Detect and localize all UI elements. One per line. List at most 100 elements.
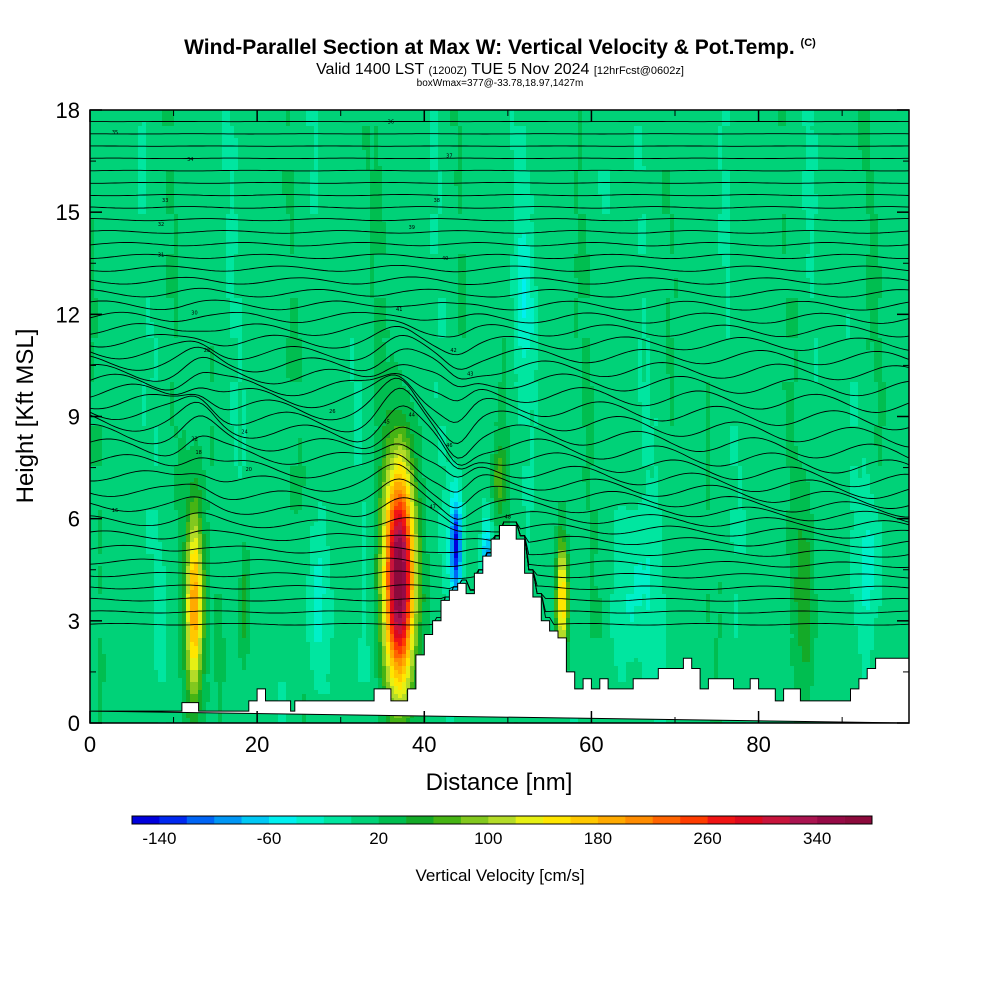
field-cell (554, 126, 559, 131)
field-cell (190, 126, 195, 131)
field-cell (186, 126, 191, 131)
field-cell (126, 134, 131, 139)
field-cell (366, 134, 371, 139)
field-cell (162, 114, 167, 119)
field-cell (898, 126, 903, 131)
field-cell (286, 122, 291, 127)
field-cell (662, 126, 667, 131)
field-cell (174, 122, 179, 127)
field-cell (294, 134, 299, 139)
field-cell (618, 122, 623, 127)
field-cell (102, 122, 107, 127)
field-cell (382, 134, 387, 139)
field-cell (566, 126, 571, 131)
field-cell (886, 122, 891, 127)
field-cell (802, 122, 807, 127)
field-cell (642, 122, 647, 127)
field-cell (366, 126, 371, 131)
field-cell (590, 126, 595, 131)
field-cell (626, 126, 631, 131)
field-cell (682, 134, 687, 139)
field-cell (646, 122, 651, 127)
field-cell (246, 114, 251, 119)
field-cell (142, 134, 147, 139)
field-cell (686, 114, 691, 119)
field-cell (614, 126, 619, 131)
field-cell (454, 114, 459, 119)
field-cell (886, 114, 891, 119)
field-cell (258, 114, 263, 119)
field-cell (402, 122, 407, 127)
field-cell (134, 122, 139, 127)
field-cell (598, 122, 603, 127)
field-cell (670, 114, 675, 119)
field-cell (330, 134, 335, 139)
field-cell (406, 134, 411, 139)
field-cell (754, 122, 759, 127)
field-cell (262, 134, 267, 139)
field-cell (358, 114, 363, 119)
field-cell (286, 126, 291, 131)
field-cell (426, 122, 431, 127)
field-cell (390, 134, 395, 139)
field-cell (486, 126, 491, 131)
field-cell (590, 122, 595, 127)
field-cell (302, 122, 307, 127)
field-cell (166, 114, 171, 119)
field-cell (490, 122, 495, 127)
field-cell (690, 126, 695, 131)
field-cell (650, 134, 655, 139)
field-cell (138, 134, 143, 139)
field-cell (546, 122, 551, 127)
field-cell (390, 126, 395, 131)
field-cell (334, 122, 339, 127)
field-cell (542, 134, 547, 139)
field-cell (150, 114, 155, 119)
field-cell (386, 134, 391, 139)
field-cell (514, 122, 519, 127)
field-cell (298, 126, 303, 131)
field-cell (630, 126, 635, 131)
field-cell (658, 122, 663, 127)
field-cell (262, 122, 267, 127)
field-cell (658, 126, 663, 131)
field-cell (614, 134, 619, 139)
field-cell (562, 126, 567, 131)
field-cell (666, 122, 671, 127)
field-cell (558, 126, 563, 131)
field-cell (626, 122, 631, 127)
field-cell (502, 122, 507, 127)
field-cell (322, 134, 327, 139)
field-cell (518, 122, 523, 127)
field-cell (146, 126, 151, 131)
field-cell (222, 114, 227, 119)
field-cell (602, 134, 607, 139)
field-cell (370, 134, 375, 139)
field-cell (274, 122, 279, 127)
field-cell (142, 122, 147, 127)
field-cell (582, 126, 587, 131)
field-cell (330, 114, 335, 119)
field-cell (518, 114, 523, 119)
field-cell (206, 114, 211, 119)
field-cell (246, 122, 251, 127)
field-cell (858, 126, 863, 131)
field-cell (802, 126, 807, 131)
field-cell (426, 114, 431, 119)
field-cell (194, 122, 199, 127)
field-cell (310, 114, 315, 119)
field-cell (250, 122, 255, 127)
field-cell (270, 134, 275, 139)
field-cell (854, 126, 859, 131)
field-cell (106, 126, 111, 131)
field-cell (638, 122, 643, 127)
field-cell (702, 122, 707, 127)
field-cell (222, 134, 227, 139)
field-cell (518, 126, 523, 131)
field-cell (374, 126, 379, 131)
field-cell (878, 114, 883, 119)
field-cell (522, 126, 527, 131)
field-cell (618, 126, 623, 131)
field-cell (546, 114, 551, 119)
field-cell (358, 122, 363, 127)
